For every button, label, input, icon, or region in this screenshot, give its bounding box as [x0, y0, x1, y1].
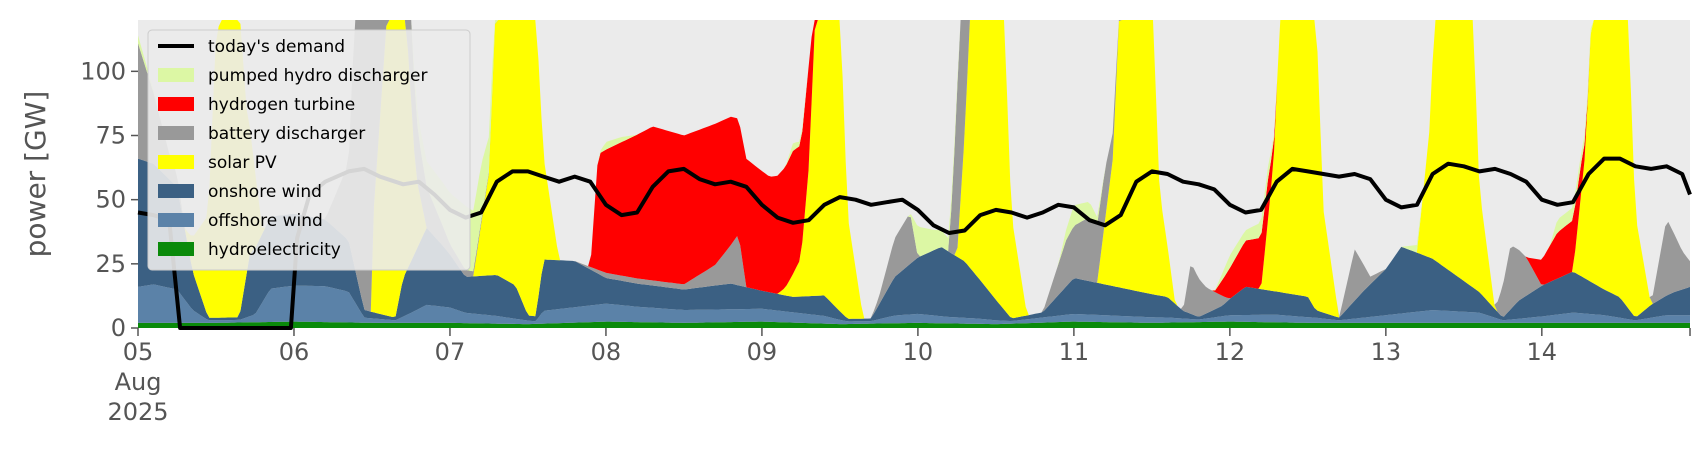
legend-label-demand: today's demand: [208, 37, 345, 57]
legend-label-pumped-hydro: pumped hydro discharger: [208, 66, 427, 86]
y-tick-label: 75: [95, 122, 126, 150]
x-tick-label: 10: [903, 338, 934, 366]
x-tick-label: 05: [123, 338, 154, 366]
x-tick-label: 07: [435, 338, 466, 366]
legend-label-offshore: offshore wind: [208, 211, 323, 231]
area-solar: [138, 20, 1690, 319]
legend-label-hydro: hydroelectricity: [208, 240, 341, 260]
y-tick-label: 100: [80, 57, 126, 85]
x-tick-label: 12: [1215, 338, 1246, 366]
y-tick-label: 25: [95, 250, 126, 278]
x-tick-label: 06: [279, 338, 310, 366]
area-hydro: [138, 321, 1690, 328]
legend: today's demand pumped hydro discharger hyd…: [147, 29, 471, 271]
legend-label-onshore: onshore wind: [208, 182, 322, 202]
legend-label-hydrogen: hydrogen turbine: [208, 95, 355, 115]
x-tick-label: Aug: [115, 368, 162, 396]
y-axis-label: power [GW]: [19, 91, 52, 258]
legend-swatch-offshore: [158, 213, 194, 227]
x-tick-label: 11: [1059, 338, 1090, 366]
legend-swatch-pumped-hydro: [158, 68, 194, 82]
area-onshore: [138, 158, 1690, 322]
legend-label-solar: solar PV: [208, 153, 277, 173]
area-battery: [138, 20, 1690, 319]
x-tick-label: 08: [591, 338, 622, 366]
x-tick-label: 14: [1527, 338, 1558, 366]
legend-label-battery: battery discharger: [208, 124, 365, 144]
legend-swatch-onshore: [158, 184, 194, 198]
legend-swatch-hydro: [158, 242, 194, 256]
y-axis: 0 25 50 75 100: [80, 57, 138, 342]
legend-box: [147, 29, 471, 271]
y-tick-label: 0: [111, 314, 126, 342]
legend-swatch-battery: [158, 126, 194, 140]
x-tick-label: 13: [1371, 338, 1402, 366]
x-tick-label: 2025: [107, 398, 168, 426]
legend-swatch-hydrogen: [158, 97, 194, 111]
y-tick-label: 50: [95, 186, 126, 214]
x-tick-label: 09: [747, 338, 778, 366]
legend-swatch-solar: [158, 155, 194, 169]
